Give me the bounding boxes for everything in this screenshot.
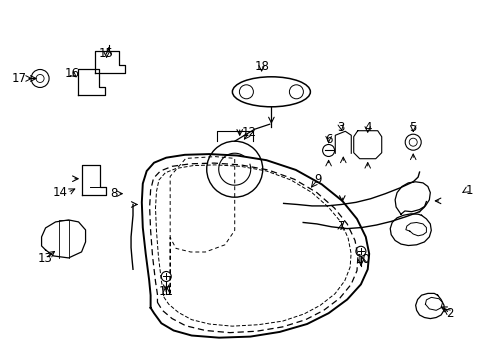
Text: 5: 5: [408, 121, 416, 134]
Text: 6: 6: [324, 133, 332, 146]
Text: 2: 2: [445, 307, 453, 320]
Text: 10: 10: [355, 253, 369, 266]
Text: 11: 11: [159, 285, 173, 298]
Text: 4: 4: [363, 121, 371, 134]
Text: 17: 17: [12, 72, 27, 85]
Text: 9: 9: [313, 173, 321, 186]
Text: 13: 13: [38, 252, 52, 265]
Text: 8: 8: [110, 187, 117, 200]
Text: 1: 1: [465, 184, 472, 197]
Text: 15: 15: [99, 47, 114, 60]
Text: 12: 12: [242, 126, 256, 139]
Text: 3: 3: [337, 121, 345, 134]
Text: 18: 18: [254, 60, 268, 73]
Text: 7: 7: [337, 220, 345, 233]
Text: 14: 14: [52, 186, 67, 199]
Text: 16: 16: [65, 67, 80, 80]
